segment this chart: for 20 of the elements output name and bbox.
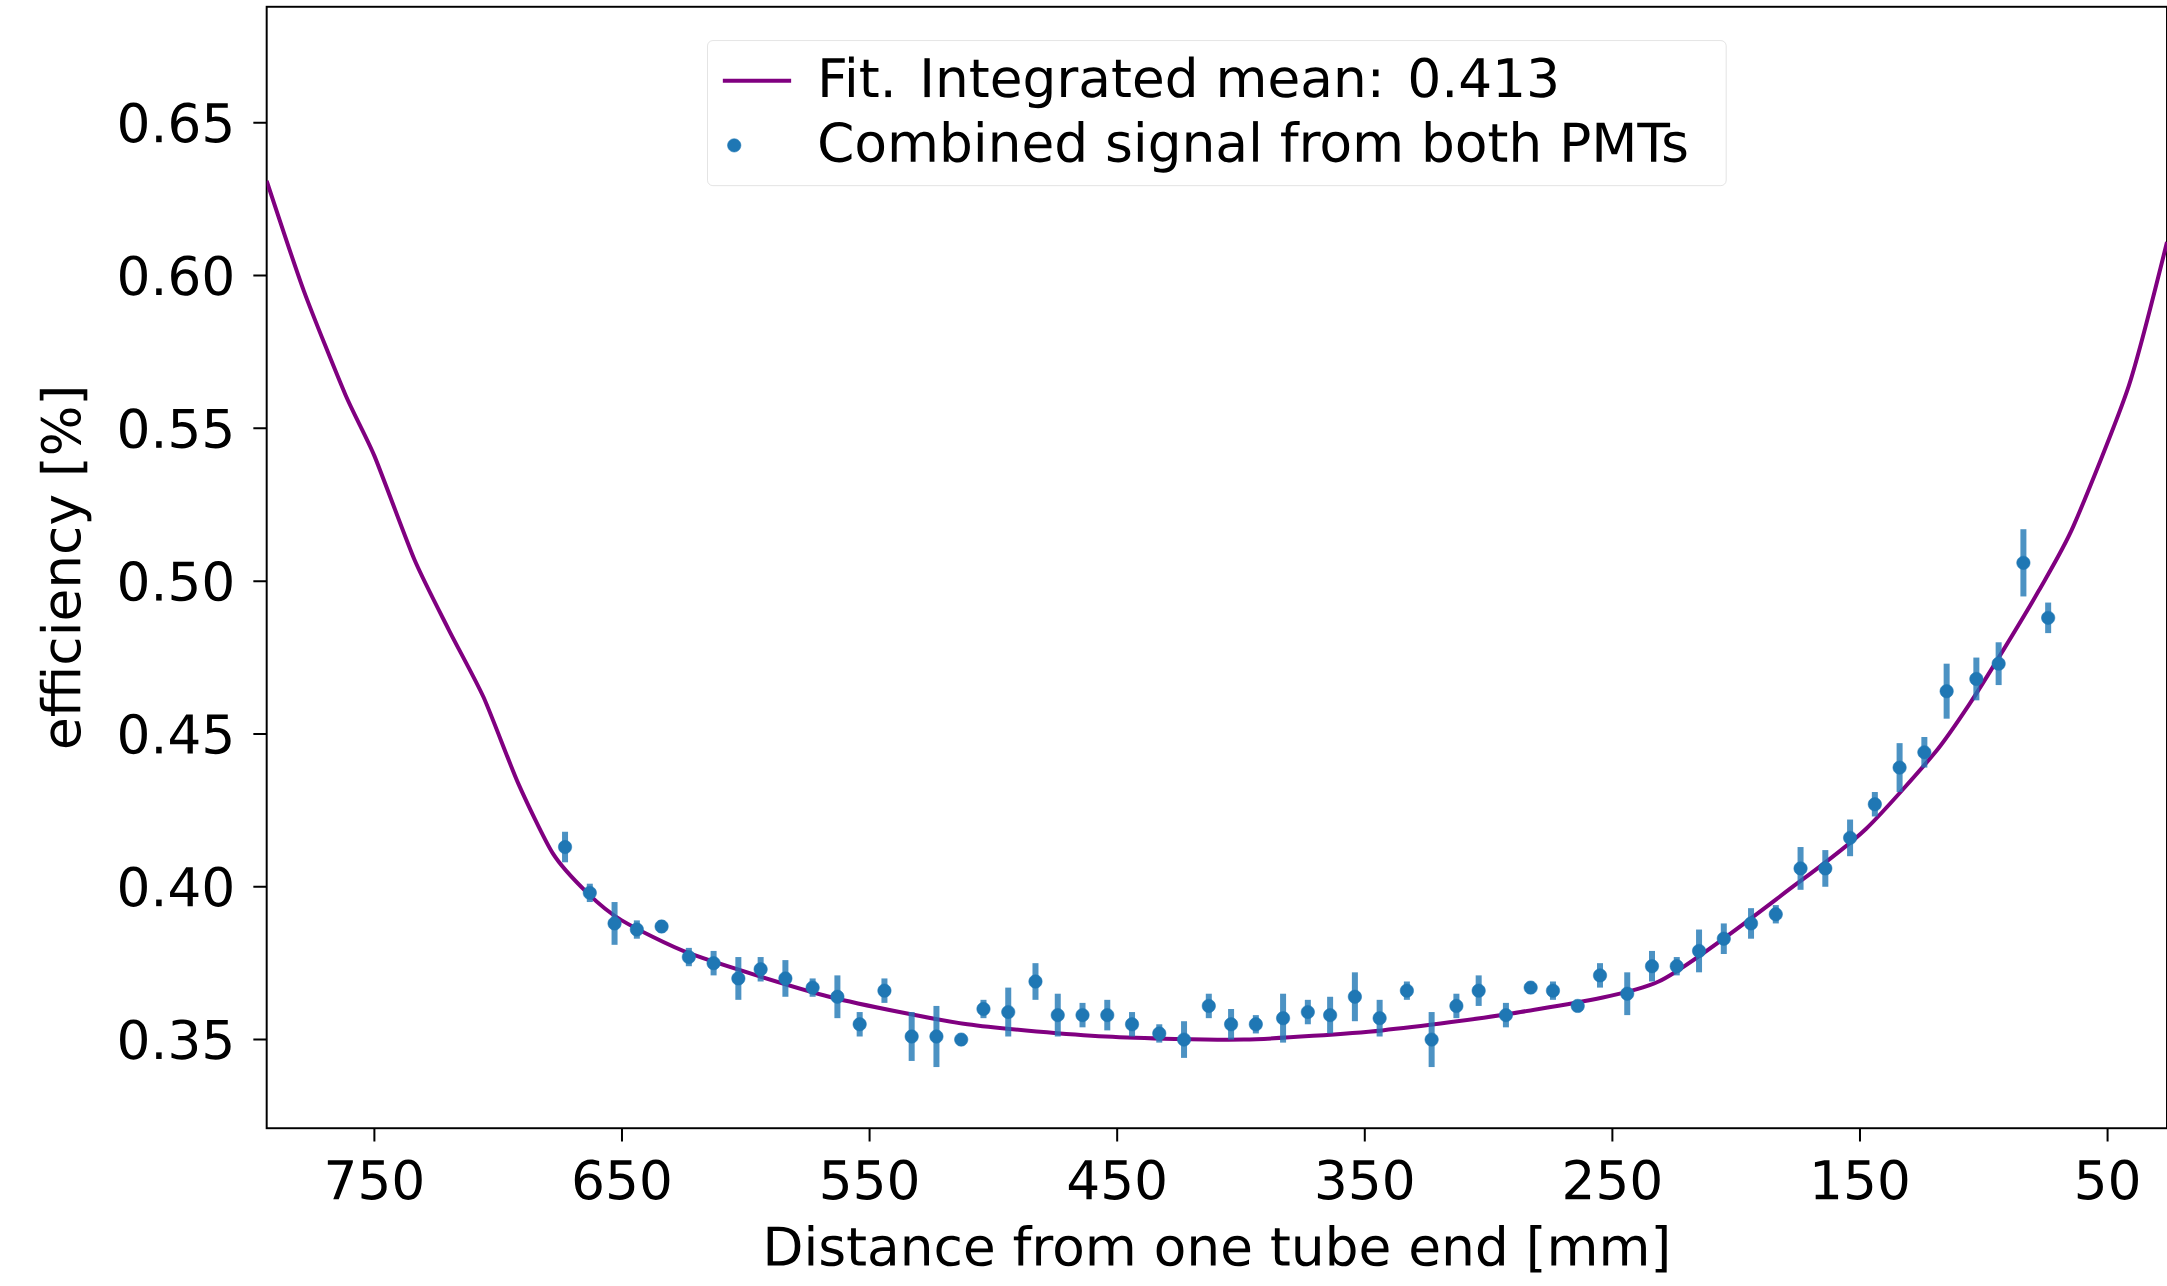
y-tick-label: 0.65 bbox=[120, 102, 231, 144]
y-tick-label: 0.55 bbox=[120, 408, 231, 449]
x-tick-label: 750 bbox=[327, 1159, 422, 1201]
x-tick-label: 550 bbox=[822, 1159, 917, 1201]
x-tick-label: 650 bbox=[574, 1159, 670, 1201]
x-tick-label: 250 bbox=[1565, 1159, 1660, 1201]
x-axis-title: Distance from one tube end [mm] bbox=[767, 1225, 1667, 1273]
legend-label: Combined signal from both PMTs bbox=[820, 121, 1687, 173]
x-tick-label: 50 bbox=[2077, 1159, 2138, 1201]
y-tick-label: 0.35 bbox=[120, 1019, 231, 1060]
y-axis-title: efficiency [%] bbox=[39, 389, 92, 748]
y-tick-label: 0.60 bbox=[120, 255, 232, 296]
y-tick-label: 0.40 bbox=[120, 866, 232, 908]
y-tick-label: 0.45 bbox=[120, 714, 231, 755]
x-tick-label: 150 bbox=[1814, 1159, 1908, 1201]
x-tick-label: 350 bbox=[1317, 1159, 1413, 1201]
y-tick-label: 0.50 bbox=[120, 561, 232, 602]
legend-label: Fit. Integrated mean: 0.413 bbox=[822, 56, 1556, 109]
line-series bbox=[266, 179, 2167, 1042]
x-tick-label: 450 bbox=[1068, 1159, 1165, 1201]
